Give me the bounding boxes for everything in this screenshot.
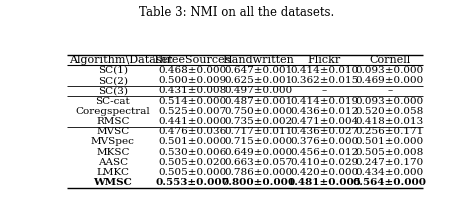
Text: SC(1): SC(1): [98, 66, 128, 75]
Text: Cornell: Cornell: [369, 55, 410, 65]
Text: Coregspectral: Coregspectral: [75, 107, 150, 116]
Text: 0.497±0.000: 0.497±0.000: [224, 86, 292, 95]
Text: MVSpec: MVSpec: [91, 137, 135, 147]
Text: Table 3: NMI on all the datasets.: Table 3: NMI on all the datasets.: [139, 6, 335, 19]
Text: 0.525±0.007: 0.525±0.007: [158, 107, 226, 116]
Text: 0.501±0.000: 0.501±0.000: [356, 137, 424, 147]
Text: 0.441±0.000: 0.441±0.000: [158, 117, 226, 126]
Text: 0.625±0.001: 0.625±0.001: [224, 76, 292, 85]
Text: 0.436±0.012: 0.436±0.012: [290, 107, 358, 116]
Text: 0.476±0.036: 0.476±0.036: [158, 127, 226, 136]
Text: 0.456±0.012: 0.456±0.012: [290, 148, 358, 157]
Text: 0.376±0.000: 0.376±0.000: [290, 137, 358, 147]
Text: 0.735±0.002: 0.735±0.002: [224, 117, 292, 126]
Text: 0.471±0.004: 0.471±0.004: [290, 117, 358, 126]
Text: SC-cat: SC-cat: [96, 96, 130, 106]
Text: Handwritten: Handwritten: [222, 55, 294, 65]
Text: 0.564±0.000: 0.564±0.000: [353, 178, 427, 187]
Text: SC(2): SC(2): [98, 76, 128, 85]
Text: 0.247±0.170: 0.247±0.170: [356, 158, 424, 167]
Text: 0.418±0.013: 0.418±0.013: [356, 117, 424, 126]
Text: 0.647±0.001: 0.647±0.001: [224, 66, 292, 75]
Text: 0.514±0.000: 0.514±0.000: [158, 96, 226, 106]
Text: 0.414±0.019: 0.414±0.019: [290, 96, 358, 106]
Text: 0.431±0.008: 0.431±0.008: [158, 86, 226, 95]
Text: 0.434±0.000: 0.434±0.000: [356, 168, 424, 177]
Text: 0.256±0.171: 0.256±0.171: [356, 127, 424, 136]
Text: 0.553±0.007: 0.553±0.007: [155, 178, 229, 187]
Text: MKSC: MKSC: [96, 148, 130, 157]
Text: WMSC: WMSC: [93, 178, 132, 187]
Text: 0.800±0.001: 0.800±0.001: [221, 178, 295, 187]
Text: SC(3): SC(3): [98, 86, 128, 95]
Text: 0.717±0.011: 0.717±0.011: [224, 127, 292, 136]
Text: 0.436±0.027: 0.436±0.027: [290, 127, 358, 136]
Text: 0.501±0.000: 0.501±0.000: [158, 137, 226, 147]
Text: 0.487±0.001: 0.487±0.001: [224, 96, 292, 106]
Text: 0.505±0.008: 0.505±0.008: [356, 148, 424, 157]
Text: 0.500±0.009: 0.500±0.009: [158, 76, 226, 85]
Text: 0.420±0.000: 0.420±0.000: [290, 168, 358, 177]
Text: 0.093±0.000: 0.093±0.000: [356, 96, 424, 106]
Text: 0.469±0.000: 0.469±0.000: [356, 76, 424, 85]
Text: 0.414±0.010: 0.414±0.010: [290, 66, 358, 75]
Text: Flickr: Flickr: [308, 55, 341, 65]
Text: LMKC: LMKC: [96, 168, 129, 177]
Text: 0.362±0.015: 0.362±0.015: [290, 76, 358, 85]
Text: 0.750±0.000: 0.750±0.000: [224, 107, 292, 116]
Text: 0.468±0.000: 0.468±0.000: [158, 66, 226, 75]
Text: AASC: AASC: [98, 158, 128, 167]
Text: 0.663±0.057: 0.663±0.057: [224, 158, 292, 167]
Text: 0.649±0.000: 0.649±0.000: [224, 148, 292, 157]
Text: MVSC: MVSC: [96, 127, 129, 136]
Text: –: –: [387, 86, 392, 95]
Text: 0.481±0.005: 0.481±0.005: [287, 178, 361, 187]
Text: ThreeSources: ThreeSources: [153, 55, 231, 65]
Text: –: –: [321, 86, 327, 95]
Text: 0.715±0.000: 0.715±0.000: [224, 137, 292, 147]
Text: 0.505±0.020: 0.505±0.020: [158, 158, 226, 167]
Text: 0.530±0.006: 0.530±0.006: [158, 148, 226, 157]
Text: 0.786±0.000: 0.786±0.000: [224, 168, 292, 177]
Text: RMSC: RMSC: [96, 117, 130, 126]
Text: 0.093±0.000: 0.093±0.000: [356, 66, 424, 75]
Text: Algorithm\Dataset: Algorithm\Dataset: [70, 55, 173, 65]
Text: 0.520±0.058: 0.520±0.058: [356, 107, 424, 116]
Text: 0.410±0.029: 0.410±0.029: [290, 158, 358, 167]
Text: 0.505±0.000: 0.505±0.000: [158, 168, 226, 177]
